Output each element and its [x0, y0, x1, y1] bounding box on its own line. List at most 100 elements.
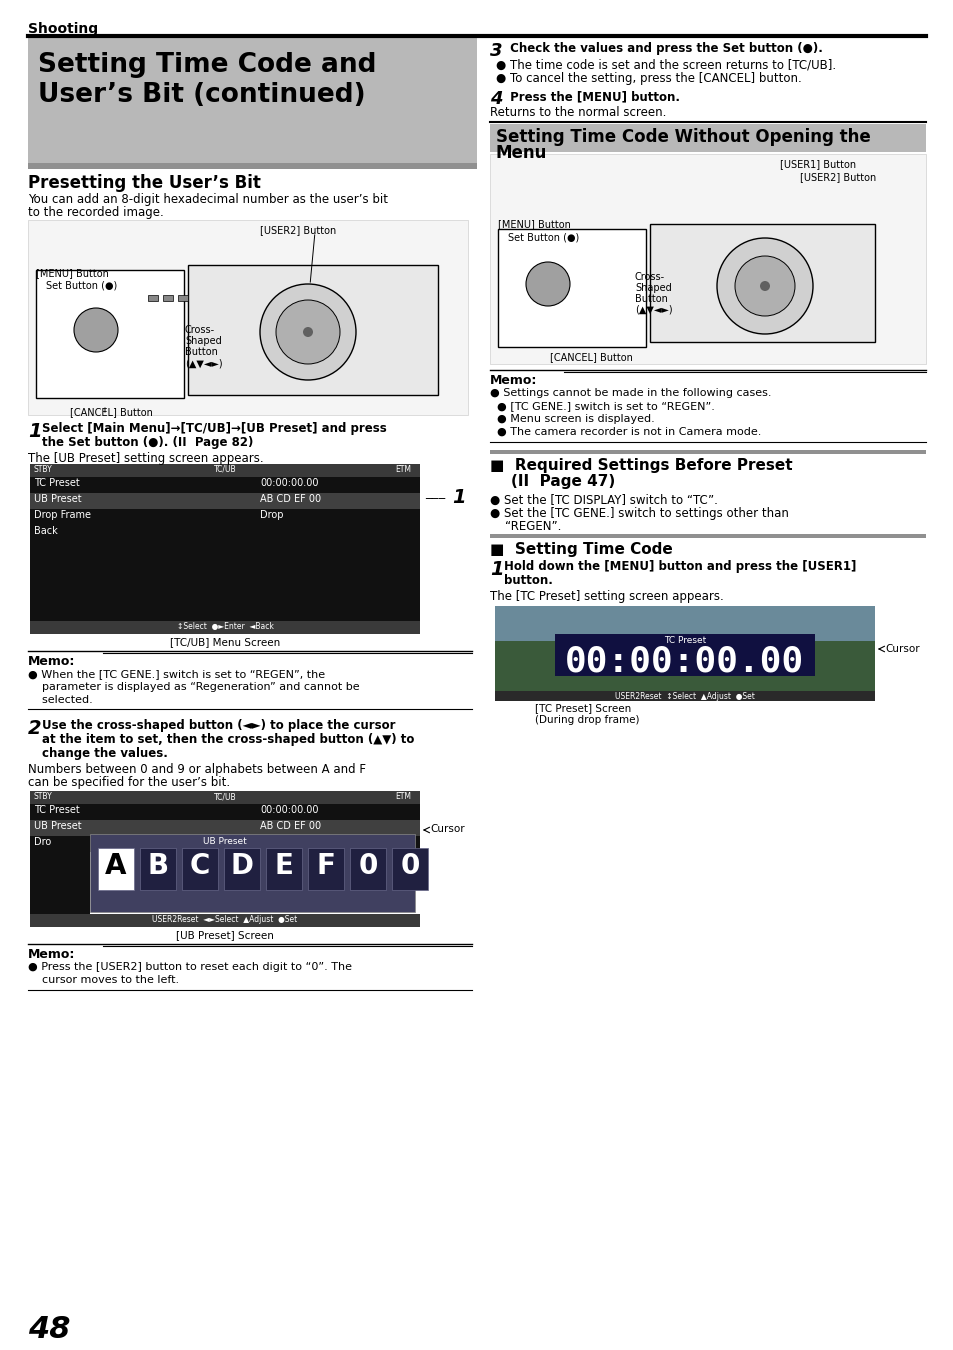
Text: Memo:: Memo: — [28, 655, 75, 668]
Text: at the item to set, then the cross-shaped button (▲▼) to: at the item to set, then the cross-shape… — [42, 733, 414, 747]
Bar — [30, 836, 419, 852]
Text: Cursor: Cursor — [884, 644, 919, 653]
Circle shape — [303, 327, 313, 338]
Bar — [224, 848, 260, 890]
Bar — [30, 819, 419, 836]
Bar — [308, 848, 344, 890]
Bar — [30, 589, 419, 605]
Text: ● [TC GENE.] switch is set to “REGEN”.: ● [TC GENE.] switch is set to “REGEN”. — [490, 401, 714, 410]
Bar — [36, 270, 184, 398]
Bar — [140, 848, 175, 890]
Text: 1: 1 — [452, 487, 465, 508]
Text: to the recorded image.: to the recorded image. — [28, 207, 164, 219]
Bar — [30, 477, 419, 493]
Bar — [30, 621, 419, 634]
Bar — [30, 605, 419, 621]
Text: parameter is displayed as “Regeneration” and cannot be: parameter is displayed as “Regeneration”… — [28, 682, 359, 693]
Text: Setting Time Code and: Setting Time Code and — [38, 53, 376, 78]
Text: ● Set the [TC GENE.] switch to settings other than: ● Set the [TC GENE.] switch to settings … — [490, 508, 788, 520]
Text: Button: Button — [185, 347, 217, 356]
Text: Numbers between 0 and 9 or alphabets between A and F: Numbers between 0 and 9 or alphabets bet… — [28, 763, 366, 776]
Text: [CANCEL] Button: [CANCEL] Button — [70, 406, 152, 417]
Text: Memo:: Memo: — [490, 374, 537, 387]
Text: 2: 2 — [28, 720, 42, 738]
Bar — [28, 220, 468, 414]
Text: Shaped: Shaped — [635, 284, 671, 293]
Text: ■  Required Settings Before Preset: ■ Required Settings Before Preset — [490, 458, 792, 472]
Text: You can add an 8-digit hexadecimal number as the user’s bit: You can add an 8-digit hexadecimal numbe… — [28, 193, 388, 207]
Bar — [649, 224, 874, 342]
Text: 3: 3 — [490, 42, 502, 59]
Text: ↕Select  ●►Enter  ◄Back: ↕Select ●►Enter ◄Back — [176, 622, 274, 630]
Text: ● When the [TC GENE.] switch is set to “REGEN”, the: ● When the [TC GENE.] switch is set to “… — [28, 670, 325, 679]
Text: [CANCEL] Button: [CANCEL] Button — [550, 352, 632, 362]
Text: 00:00:00.00: 00:00:00.00 — [260, 478, 318, 487]
Text: TC Preset: TC Preset — [34, 805, 80, 815]
Text: TC/UB: TC/UB — [213, 464, 236, 474]
Bar — [30, 509, 419, 525]
Text: 0: 0 — [400, 852, 419, 880]
Text: STBY: STBY — [34, 464, 52, 474]
Bar — [30, 493, 419, 509]
Text: [USER2] Button: [USER2] Button — [260, 225, 335, 235]
Bar — [495, 606, 874, 641]
Circle shape — [734, 256, 794, 316]
Bar — [30, 868, 90, 884]
Text: Drop: Drop — [260, 510, 283, 520]
Bar — [350, 848, 386, 890]
Bar — [30, 541, 419, 558]
Text: Set Button (●): Set Button (●) — [46, 279, 117, 290]
Text: UB Preset: UB Preset — [203, 837, 247, 846]
Text: ● Set the [TC DISPLAY] switch to “TC”.: ● Set the [TC DISPLAY] switch to “TC”. — [490, 494, 717, 508]
Text: USER2Reset  ↕Select  ▲Adjust  ●Set: USER2Reset ↕Select ▲Adjust ●Set — [615, 693, 754, 701]
Text: E: E — [274, 852, 294, 880]
Text: TC Preset: TC Preset — [663, 636, 705, 645]
Text: STBY: STBY — [34, 792, 52, 801]
Text: change the values.: change the values. — [42, 747, 168, 760]
Text: Cross-: Cross- — [635, 271, 664, 282]
Text: (▲▼◄►): (▲▼◄►) — [185, 358, 222, 369]
Bar — [30, 900, 90, 917]
Bar — [163, 296, 172, 301]
Text: Hold down the [MENU] button and press the [USER1]: Hold down the [MENU] button and press th… — [503, 560, 856, 572]
Bar — [30, 914, 419, 927]
Text: B: B — [148, 852, 169, 880]
Circle shape — [525, 262, 569, 306]
Text: ● Press the [USER2] button to reset each digit to “0”. The: ● Press the [USER2] button to reset each… — [28, 963, 352, 972]
Bar — [188, 265, 437, 396]
Text: AB CD EF 00: AB CD EF 00 — [260, 821, 321, 832]
Bar — [98, 848, 133, 890]
Bar — [490, 154, 925, 365]
Text: AB CD EF 00: AB CD EF 00 — [260, 494, 321, 504]
Bar — [30, 464, 419, 477]
Text: Press the [MENU] button.: Press the [MENU] button. — [505, 90, 679, 103]
Text: Button: Button — [635, 294, 667, 304]
Bar — [148, 296, 158, 301]
Text: ● Settings cannot be made in the following cases.: ● Settings cannot be made in the followi… — [490, 387, 771, 398]
Text: ● The time code is set and the screen returns to [TC/UB].: ● The time code is set and the screen re… — [496, 58, 835, 72]
Text: 1: 1 — [28, 423, 42, 441]
Bar — [497, 230, 645, 347]
Text: F: F — [316, 852, 335, 880]
Text: Back: Back — [34, 526, 58, 536]
Bar — [266, 848, 302, 890]
Text: Use the cross-shaped button (◄►) to place the cursor: Use the cross-shaped button (◄►) to plac… — [42, 720, 395, 732]
Text: USER2Reset  ◄►Select  ▲Adjust  ●Set: USER2Reset ◄►Select ▲Adjust ●Set — [152, 915, 297, 923]
Bar — [30, 558, 419, 572]
Text: “REGEN”.: “REGEN”. — [490, 520, 560, 533]
Text: [MENU] Button: [MENU] Button — [497, 219, 570, 230]
Text: [USER1] Button: [USER1] Button — [780, 159, 855, 169]
Bar — [90, 834, 415, 913]
Text: Cross-: Cross- — [185, 325, 214, 335]
Text: 00:00:00.00: 00:00:00.00 — [565, 645, 803, 679]
Text: Drop Frame: Drop Frame — [34, 510, 91, 520]
Text: ● Menu screen is displayed.: ● Menu screen is displayed. — [490, 414, 654, 424]
Bar — [490, 535, 925, 539]
Text: [MENU] Button: [MENU] Button — [36, 269, 109, 278]
Text: Menu: Menu — [496, 144, 547, 162]
Text: The [UB Preset] setting screen appears.: The [UB Preset] setting screen appears. — [28, 452, 263, 464]
Text: ● To cancel the setting, press the [CANCEL] button.: ● To cancel the setting, press the [CANC… — [496, 72, 801, 85]
Text: [TC/UB] Menu Screen: [TC/UB] Menu Screen — [170, 637, 280, 647]
Circle shape — [74, 308, 118, 352]
Text: TC/UB: TC/UB — [213, 792, 236, 801]
